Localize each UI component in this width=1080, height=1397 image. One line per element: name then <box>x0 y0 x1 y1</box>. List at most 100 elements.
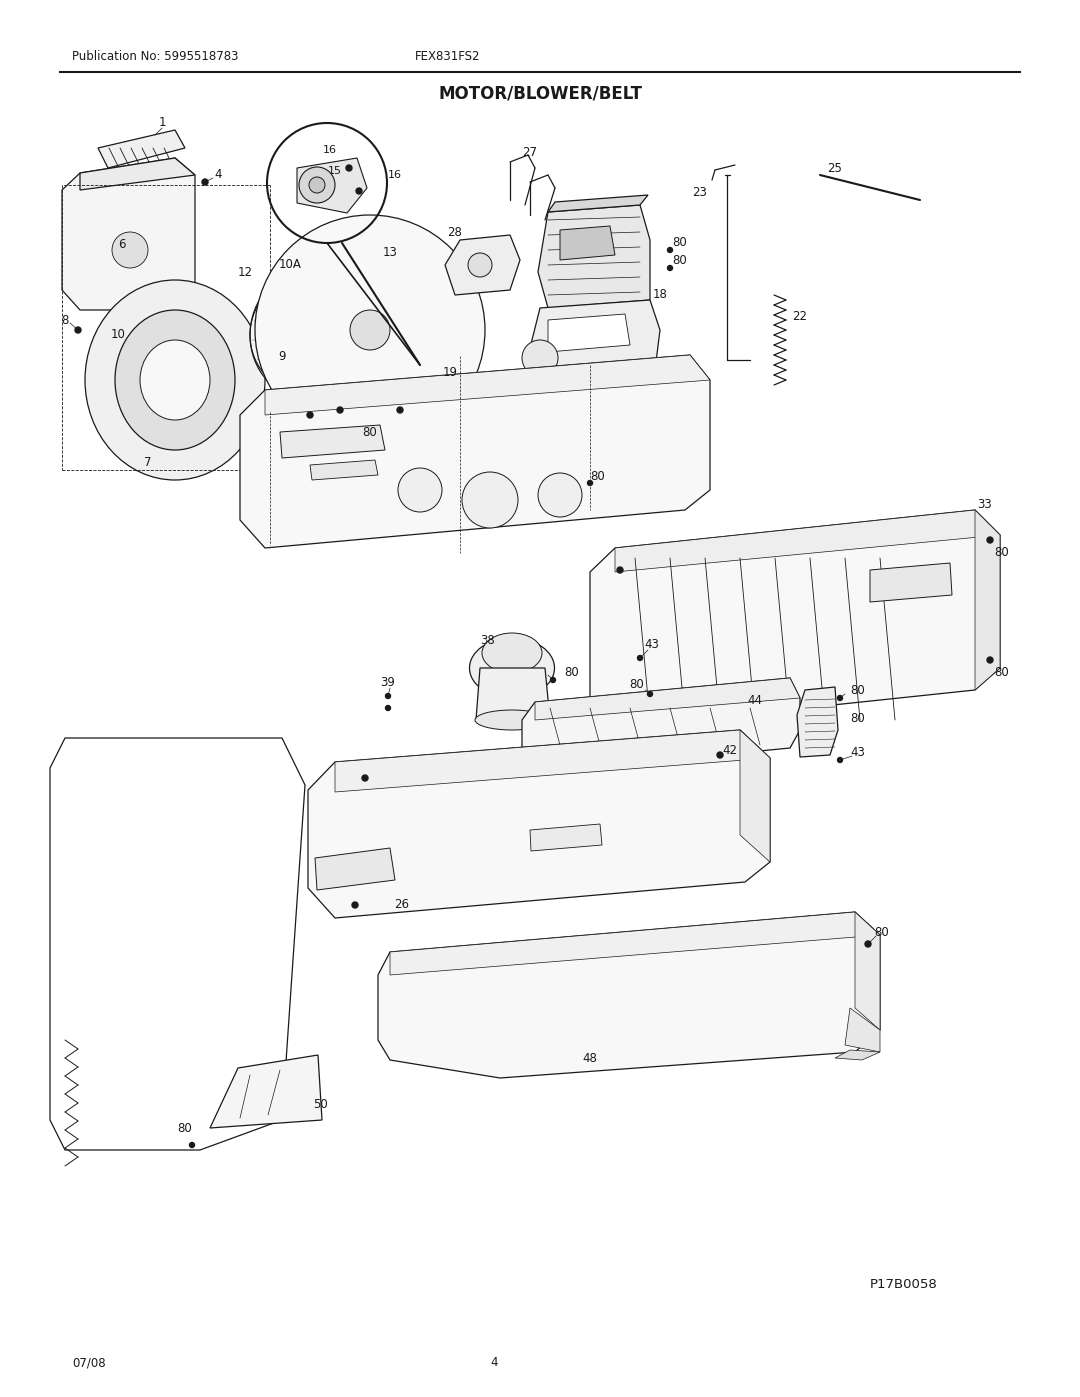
Text: 80: 80 <box>363 426 377 439</box>
Circle shape <box>291 314 330 355</box>
Polygon shape <box>530 824 602 851</box>
Circle shape <box>362 775 368 781</box>
Text: 33: 33 <box>977 497 993 510</box>
Polygon shape <box>265 355 710 415</box>
Circle shape <box>837 757 842 763</box>
Text: 80: 80 <box>565 665 579 679</box>
Polygon shape <box>378 912 880 1078</box>
Text: 44: 44 <box>747 693 762 707</box>
Circle shape <box>667 247 673 253</box>
Polygon shape <box>590 510 1000 728</box>
Text: 28: 28 <box>447 226 462 239</box>
Polygon shape <box>535 678 800 719</box>
Circle shape <box>255 215 485 446</box>
Circle shape <box>307 412 313 418</box>
Text: 16: 16 <box>388 170 402 180</box>
Text: 43: 43 <box>851 746 865 759</box>
Polygon shape <box>62 158 195 310</box>
Circle shape <box>397 407 403 414</box>
Circle shape <box>987 657 993 664</box>
Ellipse shape <box>140 339 210 420</box>
Circle shape <box>352 902 357 908</box>
Circle shape <box>637 655 643 661</box>
Text: MOTOR/BLOWER/BELT: MOTOR/BLOWER/BELT <box>438 84 642 102</box>
Polygon shape <box>476 668 550 719</box>
Text: 16: 16 <box>323 145 337 155</box>
Circle shape <box>468 253 492 277</box>
Text: 38: 38 <box>481 633 496 647</box>
Polygon shape <box>98 130 185 168</box>
Text: 26: 26 <box>394 898 409 911</box>
Polygon shape <box>315 848 395 890</box>
Text: 80: 80 <box>875 925 889 939</box>
Text: 39: 39 <box>380 676 395 690</box>
Circle shape <box>717 752 723 759</box>
Polygon shape <box>297 158 367 212</box>
Text: 13: 13 <box>382 246 397 258</box>
Circle shape <box>189 1143 194 1147</box>
Text: 1: 1 <box>159 116 165 130</box>
Circle shape <box>386 693 391 698</box>
Circle shape <box>309 177 325 193</box>
Text: 15: 15 <box>328 166 342 176</box>
Polygon shape <box>310 460 378 481</box>
Circle shape <box>462 472 518 528</box>
Text: 80: 80 <box>673 253 687 267</box>
Text: 80: 80 <box>851 683 865 697</box>
Circle shape <box>299 168 335 203</box>
Ellipse shape <box>114 310 235 450</box>
Circle shape <box>399 468 442 511</box>
Ellipse shape <box>249 270 370 400</box>
Circle shape <box>522 339 558 376</box>
Polygon shape <box>835 1051 880 1060</box>
Text: 07/08: 07/08 <box>72 1356 106 1369</box>
Circle shape <box>202 179 208 184</box>
Polygon shape <box>240 355 710 548</box>
Text: 6: 6 <box>118 239 125 251</box>
Ellipse shape <box>85 279 265 481</box>
Polygon shape <box>280 425 384 458</box>
Polygon shape <box>335 731 770 792</box>
Polygon shape <box>538 205 650 307</box>
Polygon shape <box>797 687 838 757</box>
Circle shape <box>346 165 352 170</box>
Text: 80: 80 <box>630 679 645 692</box>
Circle shape <box>75 327 81 332</box>
Ellipse shape <box>475 710 549 731</box>
Polygon shape <box>548 196 648 212</box>
Text: 19: 19 <box>443 366 458 380</box>
Text: 12: 12 <box>238 265 253 278</box>
Text: 80: 80 <box>591 469 606 482</box>
Text: 18: 18 <box>652 289 667 302</box>
Circle shape <box>350 310 390 351</box>
Text: 48: 48 <box>582 1052 597 1065</box>
Text: 4: 4 <box>214 169 221 182</box>
Polygon shape <box>308 731 770 918</box>
Text: 22: 22 <box>793 310 808 323</box>
Circle shape <box>337 407 343 414</box>
Circle shape <box>386 705 391 711</box>
Text: 9: 9 <box>279 349 286 362</box>
Polygon shape <box>80 158 195 190</box>
Circle shape <box>865 942 870 947</box>
Text: 80: 80 <box>673 236 687 249</box>
Text: 23: 23 <box>692 186 707 198</box>
Polygon shape <box>975 510 1000 690</box>
Polygon shape <box>855 912 880 1030</box>
Text: 10: 10 <box>110 328 125 341</box>
Text: Publication No: 5995518783: Publication No: 5995518783 <box>72 49 239 63</box>
Ellipse shape <box>482 633 542 673</box>
Circle shape <box>648 692 652 697</box>
Polygon shape <box>870 563 951 602</box>
Text: 80: 80 <box>851 711 865 725</box>
Polygon shape <box>615 510 1000 571</box>
Polygon shape <box>210 1055 322 1127</box>
Polygon shape <box>522 678 800 773</box>
Text: 43: 43 <box>645 638 660 651</box>
Polygon shape <box>845 1009 880 1052</box>
Polygon shape <box>445 235 519 295</box>
Text: 80: 80 <box>177 1122 192 1134</box>
Circle shape <box>112 232 148 268</box>
Circle shape <box>837 696 842 700</box>
Ellipse shape <box>470 638 554 698</box>
